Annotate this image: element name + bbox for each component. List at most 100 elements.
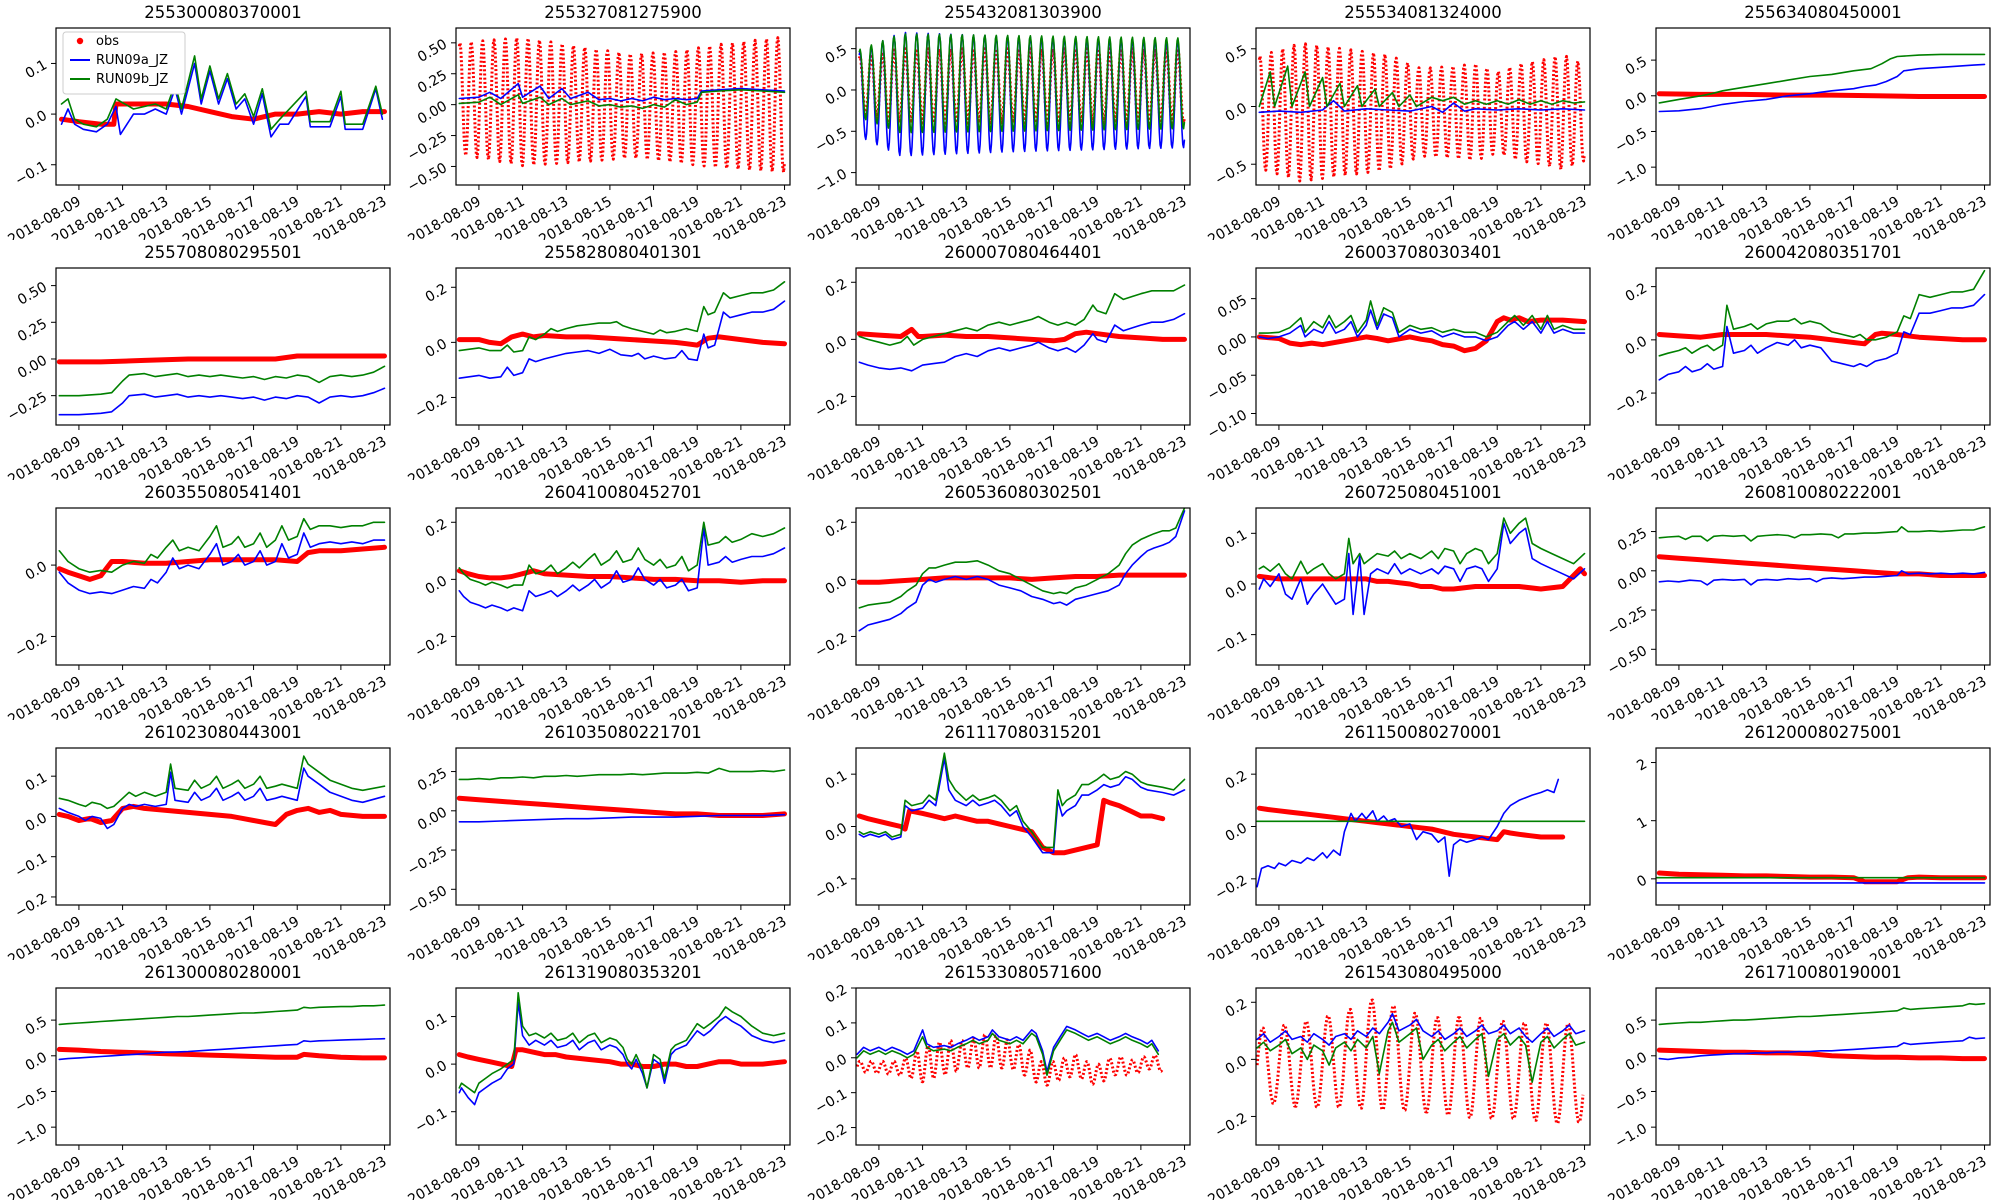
series-run09b (1658, 526, 1986, 542)
subplot-260410080452701: 260410080452701 0.2 0.0 −0.2 2018-08-09 2018-… (400, 480, 800, 728)
series-obs (1256, 566, 1587, 592)
series-run09a (1658, 63, 1986, 113)
series-run09a (858, 510, 1186, 632)
chart-title: 260355080541401 (144, 483, 301, 502)
y-tick-label: 0.0 (823, 1051, 850, 1076)
series-run09b (458, 521, 786, 589)
axes-box (855, 267, 1191, 426)
axes-box (55, 507, 391, 666)
chart-title: 261150080270001 (1344, 723, 1501, 742)
y-tick-label: −0.5 (1613, 1085, 1650, 1116)
y-tick-label: −0.5 (813, 125, 850, 156)
series-run09a (1258, 99, 1586, 114)
legend-label: RUN09b_JZ (96, 72, 168, 87)
series-obs (856, 1033, 1164, 1087)
chart-canvas: 2605360803025010.20.0−0.22018-08-092018-… (805, 483, 1191, 728)
axes-box (855, 747, 1191, 906)
y-tick-label: 0.0 (1623, 89, 1650, 114)
axes-box (1255, 747, 1591, 906)
axes-box (1255, 27, 1591, 186)
series-run09a (58, 532, 386, 595)
series-run09a (458, 813, 786, 823)
subplot-261200080275001: 261200080275001 2 1 0 2018-08-09 2018-08-11 20… (1600, 720, 2000, 968)
chart-title: 260410080452701 (544, 483, 701, 502)
y-tick-label: −0.25 (405, 129, 450, 164)
series-run09a (858, 312, 1186, 372)
y-tick-label: 0.1 (23, 57, 50, 82)
series-run09b (1658, 1002, 1986, 1026)
y-tick-label: 0.0 (1223, 100, 1250, 125)
series-run09a (1256, 1012, 1586, 1046)
chart-canvas: 2553270812759000.500.250.00−0.25−0.50201… (405, 3, 791, 248)
y-tick-label: 0.1 (423, 1010, 450, 1035)
series-obs (59, 101, 387, 127)
y-tick-label: 0.0 (1623, 1049, 1650, 1074)
y-tick-label: 0.0 (23, 559, 50, 584)
chart-canvas: 2607250804510010.10.0−0.12018-08-092018-… (1205, 483, 1591, 728)
axes-box (855, 27, 1191, 186)
chart-title: 255534081324000 (1344, 3, 1501, 22)
y-tick-label: 0.1 (823, 1016, 850, 1041)
chart-canvas: 2615430804950000.20.0−0.22018-08-092018-… (1205, 963, 1591, 1204)
series-obs (457, 36, 786, 174)
chart-canvas: 2615330805716000.20.10.0−0.1−0.22018-08-… (805, 963, 1191, 1204)
chart-canvas: 2554320813039000.50.0−0.5−1.02018-08-092… (805, 3, 1191, 248)
y-tick-label: 0.25 (1615, 525, 1650, 554)
series-obs (1256, 998, 1585, 1125)
y-tick-label: 0.0 (1223, 1053, 1250, 1078)
subplot-255432081303900: 255432081303900 0.5 0.0 −0.5 −1.0 2018-08-09 2… (800, 0, 1200, 248)
y-tick-label: −0.2 (1213, 1110, 1250, 1141)
axes-box (55, 747, 391, 906)
y-tick-label: 0 (1634, 872, 1650, 890)
y-tick-label: −0.2 (413, 391, 450, 422)
y-tick-label: −0.2 (813, 630, 850, 661)
axes-box (455, 747, 791, 906)
chart-canvas: 2553000803700010.10.0−0.12018-08-092018-… (5, 3, 391, 248)
y-tick-label: 0.0 (823, 84, 850, 109)
y-tick-label: −0.50 (1605, 643, 1650, 678)
chart-title: 261710080190001 (1744, 963, 1901, 982)
axes-box (455, 507, 791, 666)
y-tick-label: 0.0 (1223, 820, 1250, 845)
chart-title: 255432081303900 (944, 3, 1101, 22)
chart-canvas: 2600420803517010.20.0−0.22018-08-092018-… (1605, 243, 1991, 488)
chart-title: 260725080451001 (1344, 483, 1501, 502)
subplot-261117080315201: 261117080315201 0.1 0.0 −0.1 2018-08-09 2018-… (800, 720, 1200, 968)
y-tick-label: 0.00 (15, 353, 50, 382)
axes-box (1255, 507, 1591, 666)
axes-box (1655, 987, 1991, 1146)
subplot-261533080571600: 261533080571600 0.2 0.1 0.0 −0.1 −0.2 2018-08-… (800, 960, 1200, 1204)
axes-box (55, 267, 391, 426)
subplot-260810080222001: 260810080222001 0.25 0.00 −0.25 −0.50 2018-08… (1600, 480, 2000, 728)
subplot-260536080302501: 260536080302501 0.2 0.0 −0.2 2018-08-09 2018-… (800, 480, 1200, 728)
y-tick-label: −0.5 (1613, 125, 1650, 156)
legend-box (62, 31, 186, 95)
series-run09a (458, 1001, 786, 1106)
series-run09a (858, 757, 1186, 854)
y-tick-label: 0.25 (15, 316, 50, 345)
axes-box (1655, 747, 1991, 906)
y-tick-label: −0.25 (405, 844, 450, 879)
y-tick-label: 0.5 (1623, 1014, 1650, 1039)
subplot-255708080295501: 255708080295501 0.50 0.25 0.00 −0.25 2018-08-… (0, 240, 400, 488)
legend-label: RUN09a_JZ (96, 53, 168, 68)
legend: obs RUN09a_JZ RUN09b_JZ (62, 31, 186, 95)
chart-title: 261023080443001 (144, 723, 301, 742)
chart-title: 255300080370001 (144, 3, 301, 22)
series-run09a (58, 767, 386, 830)
y-tick-label: 0.0 (1223, 578, 1250, 603)
y-tick-label: −0.2 (1213, 872, 1250, 903)
y-tick-label: 0.2 (1223, 996, 1250, 1021)
chart-title: 261035080221701 (544, 723, 701, 742)
y-tick-label: −0.1 (813, 1086, 850, 1117)
chart-canvas: 2557080802955010.500.250.00−0.252018-08-… (5, 243, 391, 488)
subplot-261023080443001: 261023080443001 0.1 0.0 −0.1 −0.2 2018-08-09 2… (0, 720, 400, 968)
series-obs (1656, 554, 1987, 578)
y-tick-label: 0.0 (23, 1049, 50, 1074)
series-run09b (1658, 269, 1986, 357)
y-tick-label: −0.1 (413, 1105, 450, 1136)
subplot-255327081275900: 255327081275900 0.50 0.25 0.00 −0.25 −0.50 201… (400, 0, 800, 248)
series-obs (56, 544, 387, 582)
y-tick-label: −0.25 (1605, 604, 1650, 639)
series-run09a (458, 300, 786, 379)
